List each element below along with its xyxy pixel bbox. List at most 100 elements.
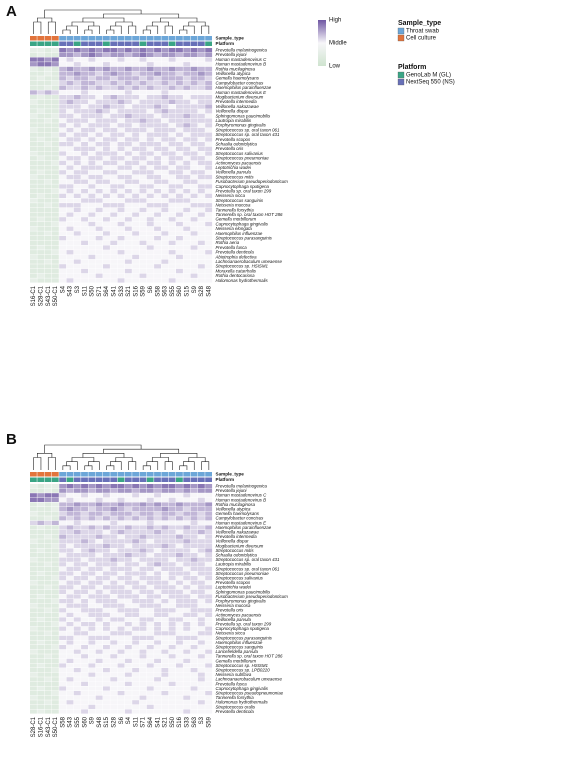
heatmap-cell [37,576,45,581]
colorbar-label: Middle [329,41,347,47]
heatmap-cell [183,553,191,558]
heatmap-cell [176,617,183,622]
heatmap-cell [146,207,154,213]
heatmap-cell [95,250,103,255]
heatmap-cell [44,123,52,128]
heatmap-cell [176,686,183,691]
heatmap-cell [146,525,154,530]
heatmap-cell [139,608,147,613]
heatmap-cell [124,525,132,530]
heatmap-cell [132,645,140,650]
platform-cell [37,477,45,482]
platform-cell [103,477,110,482]
heatmap-cell [81,686,88,691]
heatmap-cell [176,207,183,213]
heatmap-cell [117,245,125,250]
heatmap-cell [205,170,213,175]
heatmap-cell [161,160,169,166]
heatmap-cell [176,695,183,700]
heatmap-cell [132,571,140,576]
heatmap-cell [197,132,205,137]
heatmap-cell [168,231,176,236]
column-label: S43-C1 [46,716,52,737]
heatmap-cell [59,493,67,498]
heatmap-cell [88,617,96,622]
heatmap-cell [88,146,96,151]
column-label: S50-C1 [53,285,59,306]
heatmap-cell [59,608,67,613]
heatmap-cell [30,497,37,502]
column-label: S11 [133,716,139,727]
heatmap-cell [124,502,132,507]
heatmap-cell [95,109,103,114]
heatmap-cell [81,268,88,274]
heatmap-cell [154,179,161,184]
heatmap-cell [190,160,198,166]
heatmap-cell [154,156,161,161]
row-label: Sphingomonas paucimobilis [216,113,271,118]
heatmap-cell [139,709,147,714]
heatmap-cell [95,118,103,123]
row-label: Porphyromonas gingivalis [216,123,267,128]
heatmap-cell [183,71,191,76]
heatmap-cell [95,677,103,682]
heatmap-cell [37,709,45,714]
heatmap-cell [44,576,52,581]
heatmap-cell [81,132,88,137]
heatmap-cell [44,160,52,166]
dendrogram-link [71,21,95,26]
heatmap-cell [110,493,118,498]
heatmap-cell [183,198,191,203]
row-label: Campylobacter concisus [216,516,265,521]
heatmap-cell [73,654,81,659]
heatmap-cell [66,221,74,227]
heatmap-cell [183,543,191,548]
heatmap-cell [30,539,37,544]
heatmap-cell [51,484,59,489]
heatmap-cell [66,156,74,161]
heatmap-cell [154,557,161,562]
heatmap-cell [117,226,125,231]
platform-cell [44,477,52,482]
heatmap-cell [197,562,205,567]
row-label: Streptococcus mitis [216,174,255,179]
heatmap-cell [154,132,161,137]
row-label: Streptococcus pseudopneumoniae [216,690,284,695]
heatmap-cell [110,516,118,521]
heatmap-cell [103,700,110,705]
heatmap-cell [205,484,213,489]
heatmap-cell [183,137,191,142]
heatmap-cell [124,580,132,585]
heatmap-cell [103,123,110,128]
heatmap-cell [139,539,147,544]
heatmap-cell [30,645,37,650]
heatmap-cell [132,511,140,516]
heatmap-cell [117,617,125,622]
heatmap-cell [95,599,103,604]
heatmap-cell [154,104,161,109]
heatmap-cell [73,691,81,696]
heatmap-cell [183,179,191,184]
heatmap-cell [183,66,191,72]
heatmap-cell [205,165,213,170]
heatmap-cell [124,170,132,175]
heatmap-cell [168,645,176,650]
heatmap-cell [66,231,74,236]
heatmap-cell [176,599,183,604]
heatmap-cell [59,612,67,617]
heatmap-cell [30,179,37,184]
heatmap-cell [30,71,37,76]
heatmap-cell [110,557,118,562]
heatmap-cell [44,245,52,250]
heatmap-cell [44,631,52,636]
heatmap-cell [110,691,118,696]
annotation-label: Sample_type [216,472,245,477]
row-label: Fusobacterium pseudoperiodonticum [216,594,289,599]
heatmap-cell [73,165,81,170]
heatmap-cell [154,520,161,525]
heatmap-cell [146,566,154,571]
heatmap-cell [44,90,52,95]
heatmap-cell [66,658,74,663]
heatmap-cell [183,80,191,86]
heatmap-cell [51,118,59,123]
